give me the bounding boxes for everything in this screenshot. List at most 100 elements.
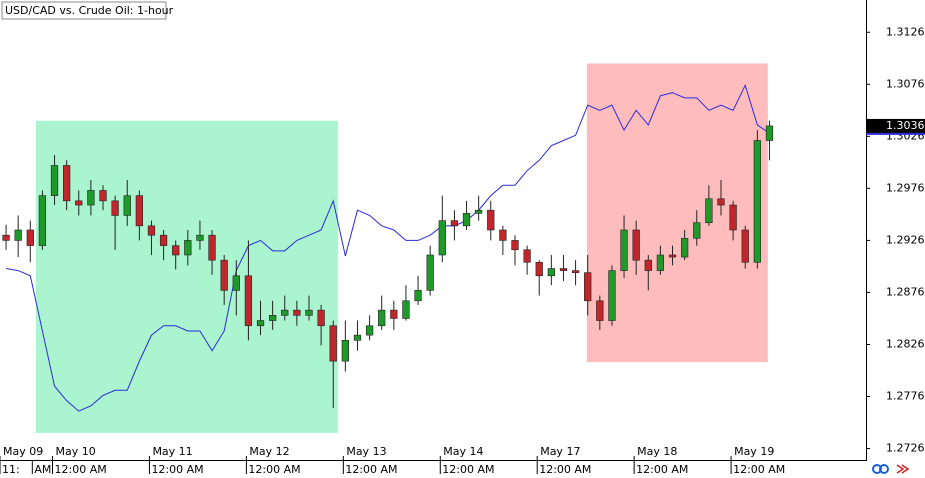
x-time-label: 12:00 AM	[442, 463, 494, 476]
y-tick-label: 1.3126	[886, 25, 925, 38]
candle-body	[353, 334, 362, 341]
candle-body	[378, 309, 386, 327]
candle-body	[75, 200, 83, 206]
candle-body	[281, 309, 289, 316]
candle-body	[26, 229, 34, 246]
candle-body	[571, 270, 580, 273]
candle-body	[402, 300, 410, 319]
candle-body	[668, 254, 677, 258]
x-time-label: 12:00 AM	[248, 463, 300, 476]
candle-body	[147, 225, 156, 236]
plot-area	[2, 63, 774, 433]
x-time-label: 12:00 AM	[151, 463, 203, 476]
candle-body	[329, 325, 337, 362]
candle-body	[535, 261, 543, 277]
y-tick-label: 1.2776	[886, 390, 925, 403]
candle-body	[729, 204, 737, 231]
x-tick-label: May 12	[249, 445, 289, 458]
candle-body	[765, 125, 774, 141]
last-price-tag	[867, 118, 925, 133]
candle-body	[135, 195, 143, 227]
x-tick-label: May 11	[152, 445, 192, 458]
candle-body	[220, 259, 228, 291]
candle-body	[390, 309, 398, 319]
x-time-label: 11:	[2, 463, 20, 476]
candle-body	[232, 275, 240, 291]
candle-body	[693, 222, 701, 239]
x-time-label: AM	[34, 463, 51, 476]
candle-body	[172, 245, 180, 256]
link-icon	[879, 464, 889, 474]
x-tick-label: May 09	[3, 445, 43, 458]
candle-body	[305, 309, 313, 316]
y-tick-label: 1.2826	[886, 337, 925, 350]
candle-body	[523, 249, 531, 263]
y-tick-label: 1.2976	[886, 181, 925, 194]
candle-body	[426, 254, 434, 291]
candle-body	[99, 190, 107, 202]
candle-body	[462, 213, 471, 227]
candle-body	[644, 259, 652, 271]
candle-body	[450, 220, 459, 227]
x-tick-label: May 10	[56, 445, 96, 458]
candle-body	[559, 268, 568, 271]
title-box	[1, 1, 167, 20]
y-tick-label: 1.2876	[886, 285, 925, 298]
last-price-label: 1.3036	[886, 119, 925, 132]
candle-body	[365, 325, 374, 336]
arrow-icon	[896, 464, 910, 474]
status-icons	[872, 464, 910, 474]
candle-body	[317, 309, 325, 327]
candle-body	[414, 290, 422, 302]
candle-body	[632, 229, 640, 261]
overlay-line	[5, 83, 770, 412]
candle-body	[14, 229, 22, 241]
x-tick-label: May 19	[734, 445, 774, 458]
candle-body	[2, 234, 10, 241]
candle-body	[499, 229, 507, 241]
y-tick-label: 1.2726	[886, 442, 925, 455]
candle-body	[341, 340, 349, 362]
candle-body	[511, 240, 519, 251]
x-tick-label: May 13	[346, 445, 386, 458]
candle-body	[38, 195, 47, 246]
x-time-label: 12:00 AM	[539, 463, 591, 476]
candle-body	[753, 140, 761, 263]
highlight-region	[35, 120, 339, 433]
candle-body	[596, 300, 604, 321]
candle-body	[293, 309, 301, 316]
x-time-label: 12:00 AM	[55, 463, 107, 476]
candle-body	[547, 268, 555, 277]
candle-body	[705, 198, 713, 224]
candle-body	[717, 198, 725, 206]
candle-body	[87, 190, 95, 206]
candle-body	[256, 320, 265, 327]
x-tick-label: May 18	[637, 445, 677, 458]
candle-body	[208, 234, 216, 261]
candle-body	[741, 229, 749, 263]
candle-body	[620, 229, 628, 271]
candle-body	[196, 234, 204, 241]
candle-body	[608, 270, 616, 321]
x-time-label: 12:00 AM	[636, 463, 688, 476]
chart-title: USD/CAD vs. Crude Oil: 1-hour	[5, 4, 174, 17]
candle-body	[111, 200, 119, 216]
candle-body	[269, 315, 277, 321]
candle-body	[123, 195, 131, 216]
x-tick-label: May 17	[540, 445, 580, 458]
candle-body	[184, 240, 192, 256]
candle-body	[50, 165, 59, 196]
x-time-label: 12:00 AM	[733, 463, 785, 476]
x-time-label: 12:00 AM	[345, 463, 397, 476]
candle-body	[656, 254, 665, 271]
candle-body	[63, 165, 71, 202]
candle-body	[159, 234, 168, 246]
candle-body	[475, 209, 483, 214]
candle-body	[438, 220, 446, 256]
candle-body	[487, 209, 495, 231]
highlight-region	[586, 63, 768, 363]
y-tick-label: 1.2926	[886, 233, 925, 246]
y-tick-label: 1.3076	[886, 77, 925, 90]
candle-body	[244, 275, 253, 327]
